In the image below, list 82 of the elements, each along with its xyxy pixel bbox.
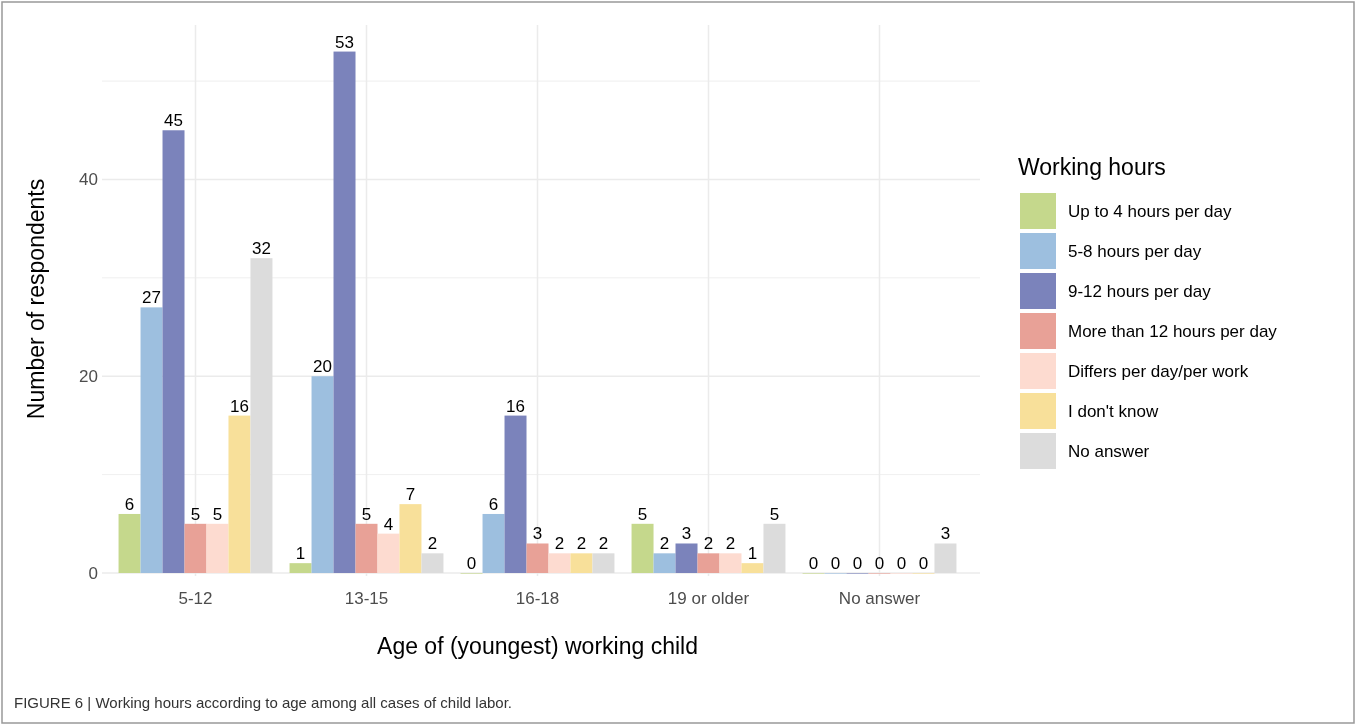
bar [355, 523, 378, 573]
data-label: 32 [252, 239, 271, 259]
bar [118, 513, 141, 573]
legend-label: More than 12 hours per day [1068, 321, 1278, 341]
data-label: 1 [295, 544, 306, 564]
x-tick-label: 5-12 [178, 588, 213, 608]
data-label: 16 [230, 396, 249, 416]
data-label: 7 [405, 485, 416, 505]
bar [162, 130, 185, 573]
legend-label: 5-8 hours per day [1068, 241, 1202, 261]
bar [289, 563, 312, 573]
data-label: 53 [335, 32, 354, 52]
x-tick-label: No answer [838, 588, 921, 608]
data-label: 0 [830, 554, 841, 573]
y-axis-title: Number of respondents [23, 178, 49, 420]
legend-label: I don't know [1068, 401, 1159, 421]
x-axis-title: Age of (youngest) working child [377, 633, 698, 659]
bar [140, 307, 163, 573]
legend-label: Up to 4 hours per day [1068, 201, 1232, 221]
data-label: 2 [598, 534, 609, 554]
bar [548, 553, 571, 573]
legend-title: Working hours [1018, 154, 1166, 181]
bar [399, 504, 422, 573]
data-label: 2 [576, 534, 587, 554]
data-label: 2 [659, 534, 670, 554]
bar [504, 415, 527, 573]
data-label: 0 [852, 554, 863, 573]
data-label: 1 [747, 544, 758, 564]
data-label: 2 [427, 534, 438, 554]
y-tick-label: 40 [79, 170, 98, 190]
bar [697, 553, 720, 573]
data-label: 0 [874, 554, 885, 573]
bar [675, 543, 698, 573]
data-label: 4 [383, 514, 394, 534]
data-label: 5 [361, 504, 372, 524]
bar [763, 523, 786, 573]
x-tick-label: 19 or older [667, 588, 750, 608]
data-label: 5 [769, 504, 780, 524]
bar [592, 553, 615, 573]
bar [741, 563, 764, 573]
bar [421, 553, 444, 573]
data-label: 16 [506, 396, 525, 416]
bar [184, 523, 207, 573]
bar [570, 553, 593, 573]
legend-label: Differs per day/per work [1068, 361, 1249, 381]
data-label: 5 [190, 504, 201, 524]
x-tick-label: 16-18 [515, 588, 560, 608]
data-label: 27 [142, 288, 161, 308]
data-label: 5 [637, 504, 648, 524]
data-label: 3 [940, 524, 951, 544]
data-label: 0 [808, 554, 819, 573]
data-label: 20 [313, 357, 332, 377]
data-label: 6 [488, 494, 499, 514]
data-label: 0 [896, 554, 907, 573]
data-label: 0 [466, 554, 477, 573]
data-label: 2 [554, 534, 565, 554]
x-tick-label: 13-15 [344, 588, 389, 608]
data-label: 6 [124, 494, 135, 514]
bar [311, 376, 334, 573]
legend-label: 9-12 hours per day [1068, 281, 1212, 301]
bar [250, 258, 273, 573]
bar [206, 523, 229, 573]
bar [631, 523, 654, 573]
legend-label: No answer [1068, 441, 1150, 461]
y-tick-label: 20 [79, 367, 98, 387]
data-label: 0 [918, 554, 929, 573]
bar [719, 553, 742, 573]
caption: FIGURE 6 | Working hours according to age among all cases of child labor. [14, 694, 513, 711]
bar [333, 51, 356, 573]
bar [653, 553, 676, 573]
data-label: 2 [703, 534, 714, 554]
data-label: 3 [681, 524, 692, 544]
data-label: 2 [725, 534, 736, 554]
bar [228, 415, 251, 573]
bar [934, 543, 957, 573]
y-tick-label: 0 [88, 563, 98, 583]
bar [377, 533, 400, 573]
data-label: 3 [532, 524, 543, 544]
bar [526, 543, 549, 573]
data-label: 5 [212, 504, 223, 524]
bar [482, 513, 505, 573]
data-label: 45 [164, 111, 183, 131]
